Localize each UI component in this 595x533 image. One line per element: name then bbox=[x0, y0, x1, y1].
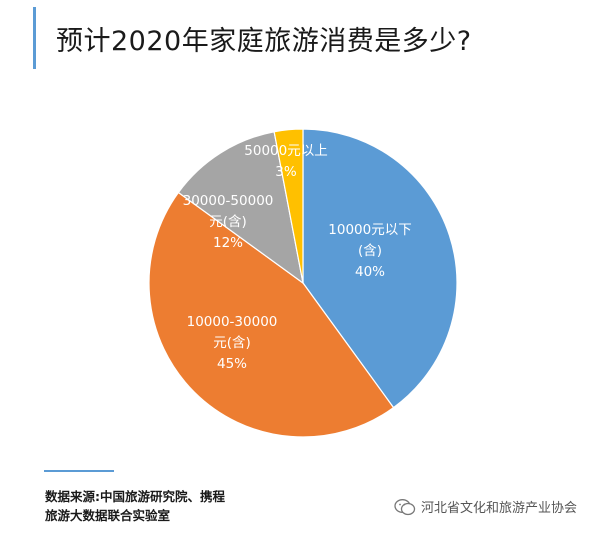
slice-category: 10000元以下 bbox=[328, 222, 411, 238]
slice-percent: 45% bbox=[217, 356, 247, 372]
slice-percent: 3% bbox=[275, 164, 297, 180]
slice-category: 元(含) bbox=[209, 214, 247, 230]
slice-label: 10000元以下 (含) 40% bbox=[328, 222, 411, 280]
footer-divider bbox=[44, 470, 114, 472]
slice-category: (含) bbox=[358, 243, 382, 259]
slice-category: 10000-30000 bbox=[187, 314, 278, 330]
slice-percent: 40% bbox=[355, 264, 385, 280]
pie-slice bbox=[273, 128, 304, 284]
watermark-text: 河北省文化和旅游产业协会 bbox=[420, 501, 577, 516]
wechat-icon bbox=[394, 498, 416, 515]
source-line-1: 数据来源:中国旅游研究院、携程 bbox=[45, 489, 225, 504]
watermark: 河北省文化和旅游产业协会 bbox=[394, 497, 577, 516]
slice-label: 10000-30000 元(含) 45% bbox=[187, 314, 278, 372]
slice-label: 50000元以上 3% bbox=[244, 143, 327, 180]
pie-slice bbox=[302, 128, 458, 409]
pie-slice bbox=[177, 131, 304, 285]
slice-category: 30000-50000 bbox=[183, 193, 274, 209]
source-line-2: 旅游大数据联合实验室 bbox=[45, 508, 171, 523]
data-source: 数据来源:中国旅游研究院、携程 旅游大数据联合实验室 bbox=[45, 487, 225, 525]
chart-title: 预计2020年家庭旅游消费是多少? bbox=[56, 26, 472, 57]
slice-percent: 12% bbox=[213, 235, 243, 251]
title-accent-bar bbox=[33, 7, 36, 69]
slice-label: 30000-50000 元(含) 12% bbox=[183, 193, 274, 251]
slice-category: 50000元以上 bbox=[244, 143, 327, 159]
slice-category: 元(含) bbox=[213, 335, 251, 351]
pie-slice bbox=[148, 191, 395, 438]
